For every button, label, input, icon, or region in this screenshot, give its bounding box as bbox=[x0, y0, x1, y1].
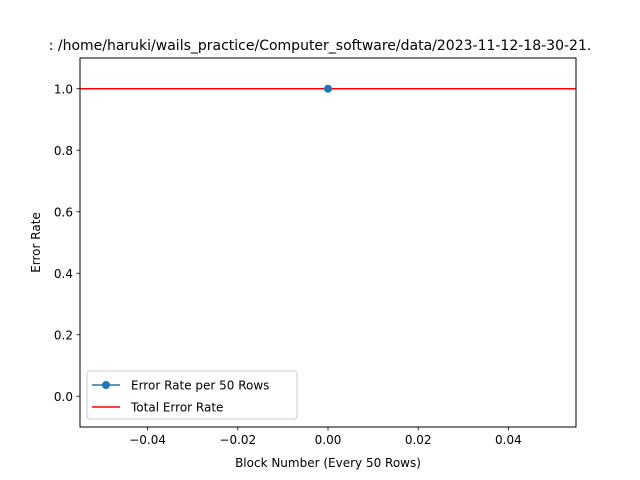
x-tick-label: −0.04 bbox=[129, 433, 166, 447]
legend-label-series: Error Rate per 50 Rows bbox=[131, 379, 269, 393]
x-tick-label: −0.02 bbox=[219, 433, 256, 447]
y-axis-label: Error Rate bbox=[29, 212, 43, 273]
plot-background bbox=[80, 58, 576, 427]
plot-area bbox=[79, 57, 577, 428]
x-tick-label: 0.00 bbox=[315, 433, 342, 447]
legend-swatch-series-marker bbox=[102, 381, 110, 389]
chart-title: : /home/haruki/wails_practice/Computer_s… bbox=[49, 38, 592, 54]
series-layer bbox=[80, 84, 576, 93]
legend-box bbox=[86, 370, 298, 420]
x-axis-ticks: −0.04 −0.02 0.00 0.02 0.04 bbox=[129, 427, 522, 447]
y-tick-label: 0.0 bbox=[54, 390, 73, 404]
x-tick-label: 0.04 bbox=[495, 433, 522, 447]
x-axis-label: Block Number (Every 50 Rows) bbox=[235, 456, 421, 470]
y-tick-label: 1.0 bbox=[54, 82, 73, 96]
series-point bbox=[324, 84, 332, 93]
y-tick-label: 0.2 bbox=[54, 328, 73, 342]
legend: Error Rate per 50 Rows Total Error Rate bbox=[86, 370, 298, 420]
y-tick-label: 0.8 bbox=[54, 144, 73, 158]
y-tick-label: 0.6 bbox=[54, 205, 73, 219]
legend-label-total: Total Error Rate bbox=[130, 401, 223, 415]
x-tick-label: 0.02 bbox=[405, 433, 432, 447]
y-axis-ticks: 0.0 0.2 0.4 0.6 0.8 1.0 bbox=[54, 82, 80, 404]
y-tick-label: 0.4 bbox=[54, 267, 73, 281]
